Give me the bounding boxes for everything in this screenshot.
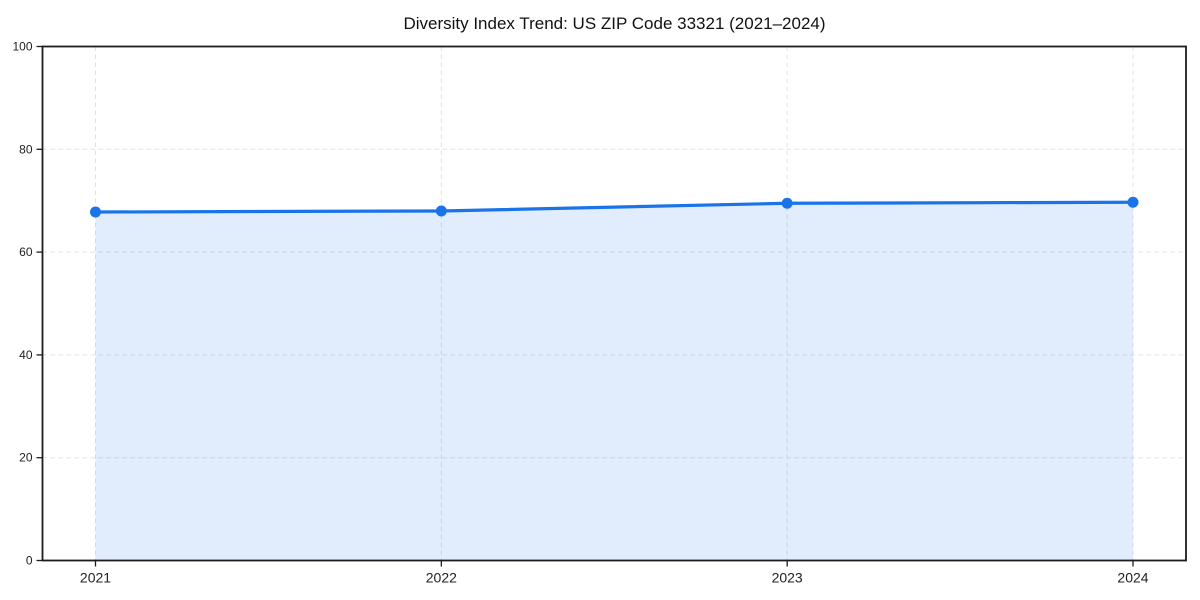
y-tick-label-0: 0 bbox=[26, 554, 33, 568]
plot-border bbox=[41, 45, 1187, 562]
y-tick-label-80: 80 bbox=[19, 142, 33, 156]
data-point-2022 bbox=[435, 205, 447, 217]
chart-title: Diversity Index Trend: US ZIP Code 33321… bbox=[403, 14, 825, 33]
x-tick-label-2022: 2022 bbox=[426, 570, 457, 586]
data-point-2024 bbox=[1127, 196, 1139, 208]
y-tick-label-60: 60 bbox=[19, 245, 33, 259]
data-point-2023 bbox=[781, 197, 793, 209]
trend-line bbox=[93, 200, 1135, 214]
data-point-2021 bbox=[90, 206, 101, 218]
x-tick-label-2024: 2024 bbox=[1117, 570, 1148, 586]
area-fill bbox=[95, 202, 1133, 561]
x-tick-label-2023: 2023 bbox=[772, 570, 803, 586]
y-tick-label-40: 40 bbox=[19, 348, 33, 362]
x-tick-label-2021: 2021 bbox=[80, 570, 111, 586]
y-tick-label-100: 100 bbox=[12, 40, 32, 54]
y-tick-label-20: 20 bbox=[19, 451, 33, 465]
